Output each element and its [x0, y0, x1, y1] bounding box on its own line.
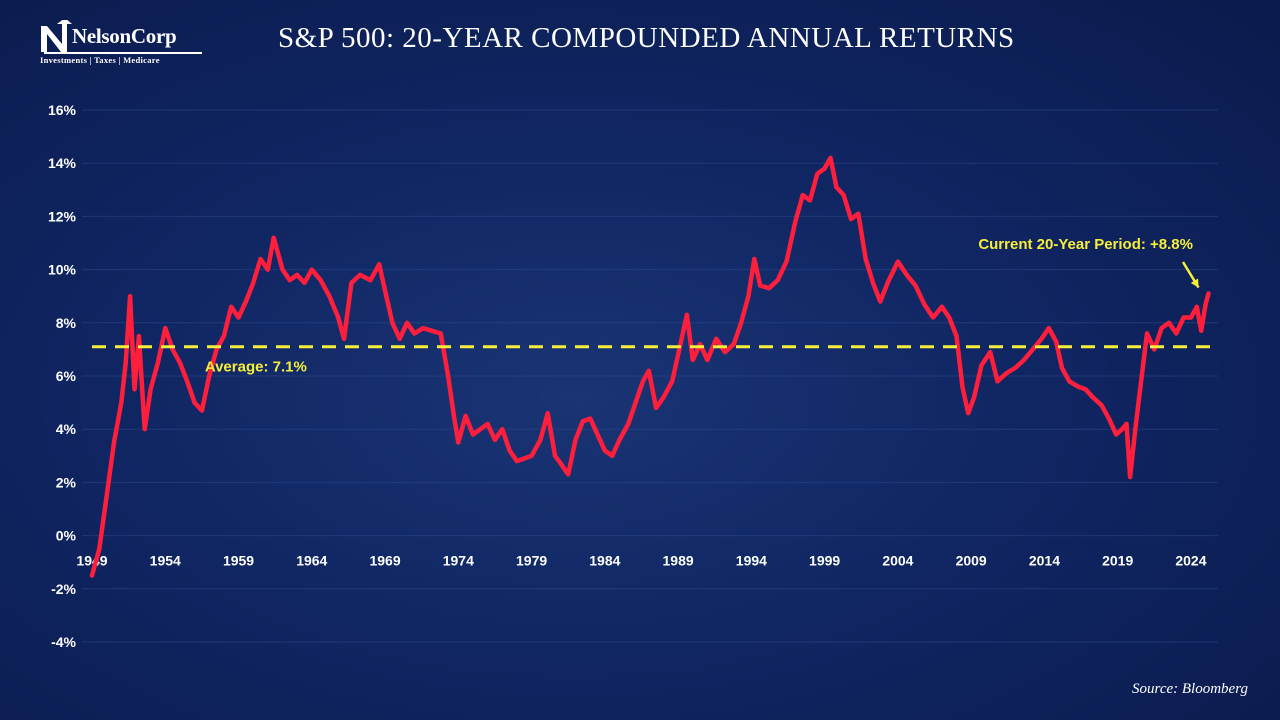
y-tick-label: 10% [48, 262, 77, 278]
y-tick-label: 0% [56, 528, 77, 544]
y-tick-label: 16% [48, 102, 77, 118]
x-tick-label: 1989 [663, 553, 694, 569]
current-period-label: Current 20-Year Period: +8.8% [978, 236, 1193, 253]
source-note: Source: Bloomberg [1132, 681, 1248, 697]
x-tick-label: 2024 [1175, 553, 1206, 569]
x-tick-label: 1954 [150, 553, 181, 569]
logo-tagline: Investments | Taxes | Medicare [40, 55, 160, 65]
y-axis-ticks: 16% 14% 12% 10% 8% 6% 4% 2% 0% -2% -4% [48, 102, 77, 650]
x-tick-label: 1949 [76, 553, 107, 569]
y-tick-label: 2% [56, 474, 77, 490]
y-tick-label: 4% [56, 421, 77, 437]
nelsoncorp-logo: NelsonCorp Investments | Taxes | Medicar… [38, 18, 208, 68]
x-tick-label: 2009 [956, 553, 987, 569]
x-tick-label: 1964 [296, 553, 327, 569]
x-tick-label: 1979 [516, 553, 547, 569]
annotation-arrow-icon [1181, 261, 1200, 289]
x-tick-label: 1999 [809, 553, 840, 569]
logo-divider [44, 52, 202, 54]
x-tick-label: 1974 [443, 553, 474, 569]
n-arrow-logo-icon [41, 20, 72, 52]
x-tick-label: 1994 [736, 553, 767, 569]
y-tick-label: 14% [48, 155, 77, 171]
average-label: Average: 7.1% [205, 359, 307, 376]
y-tick-label: 6% [56, 368, 77, 384]
x-tick-label: 1969 [369, 553, 400, 569]
y-tick-label: 12% [48, 208, 77, 224]
y-tick-label: -2% [51, 581, 76, 597]
series-line [89, 155, 1211, 578]
x-tick-label: 1984 [589, 553, 620, 569]
x-tick-label: 1959 [223, 553, 254, 569]
x-tick-label: 2014 [1029, 553, 1060, 569]
x-tick-label: 2019 [1102, 553, 1133, 569]
y-tick-label: 8% [56, 315, 77, 331]
logo-name: NelsonCorp [72, 24, 177, 48]
y-tick-label: -4% [51, 634, 76, 650]
x-axis-ticks: 1949 1954 1959 1964 1969 1974 1979 1984 1989 1994… [76, 553, 1206, 569]
x-tick-label: 2004 [882, 553, 913, 569]
chart-title: S&P 500: 20-YEAR COMPOUNDED ANNUAL RETUR… [278, 22, 1015, 54]
